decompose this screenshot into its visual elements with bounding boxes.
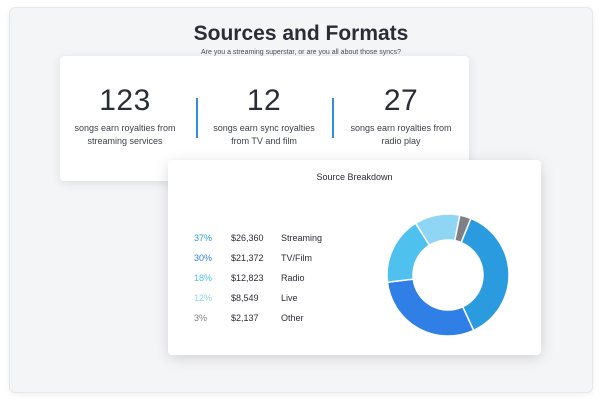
breakdown-amount: $21,372 <box>231 253 264 263</box>
donut-slice-streaming <box>460 217 510 332</box>
stat-number: 27 <box>383 84 419 117</box>
stat-description: songs earn sync royalties from TV and fi… <box>199 122 329 148</box>
stat-description: songs earn royalties from streaming serv… <box>60 122 190 148</box>
stat-streaming: 123 songs earn royalties from streaming … <box>60 84 190 148</box>
breakdown-amount: $8,549 <box>231 293 259 303</box>
stat-divider <box>196 98 198 138</box>
donut-slice-other <box>453 214 472 244</box>
stat-number: 123 <box>99 84 151 117</box>
breakdown-source: TV/Film <box>281 253 312 263</box>
stat-description-line: streaming services <box>87 136 163 146</box>
breakdown-amount: $12,823 <box>231 273 264 283</box>
stat-description: songs earn royalties from radio play <box>336 122 466 148</box>
stat-description-line: songs earn royalties from <box>74 123 176 133</box>
breakdown-percent: 30% <box>194 253 213 263</box>
breakdown-source: Radio <box>281 273 305 283</box>
page-frame: Sources and Formats Are you a streaming … <box>9 7 593 393</box>
stat-description-line: radio play <box>381 136 421 146</box>
stat-radio: 27 songs earn royalties from radio play <box>336 84 466 148</box>
breakdown-amount: $2,137 <box>231 313 259 323</box>
breakdown-source: Streaming <box>281 233 323 243</box>
stat-sync: 12 songs earn sync royalties from TV and… <box>199 84 329 148</box>
breakdown-percent: 3% <box>194 313 208 323</box>
donut-slice-tv-film <box>386 278 475 337</box>
stat-description-line: songs earn royalties from <box>350 123 452 133</box>
breakdown-percent: 37% <box>194 233 213 243</box>
page-title: Sources and Formats <box>193 22 409 45</box>
breakdown-percent: 18% <box>194 273 213 283</box>
stat-description-line: from TV and film <box>231 136 297 146</box>
source-breakdown-card: Source Breakdown 37% $26,360 Streaming 3… <box>168 160 541 355</box>
stat-divider <box>332 98 334 138</box>
breakdown-source: Other <box>281 313 304 323</box>
page-subtitle: Are you a streaming superstar, or are yo… <box>201 49 401 56</box>
breakdown-percent: 12% <box>194 293 213 303</box>
stat-number: 12 <box>246 84 282 117</box>
breakdown-amount: $26,360 <box>231 233 264 243</box>
breakdown-source: Live <box>281 293 298 303</box>
breakdown-title: Source Breakdown <box>316 172 393 182</box>
source-donut-chart <box>386 213 510 337</box>
stat-description-line: songs earn sync royalties <box>213 123 315 133</box>
